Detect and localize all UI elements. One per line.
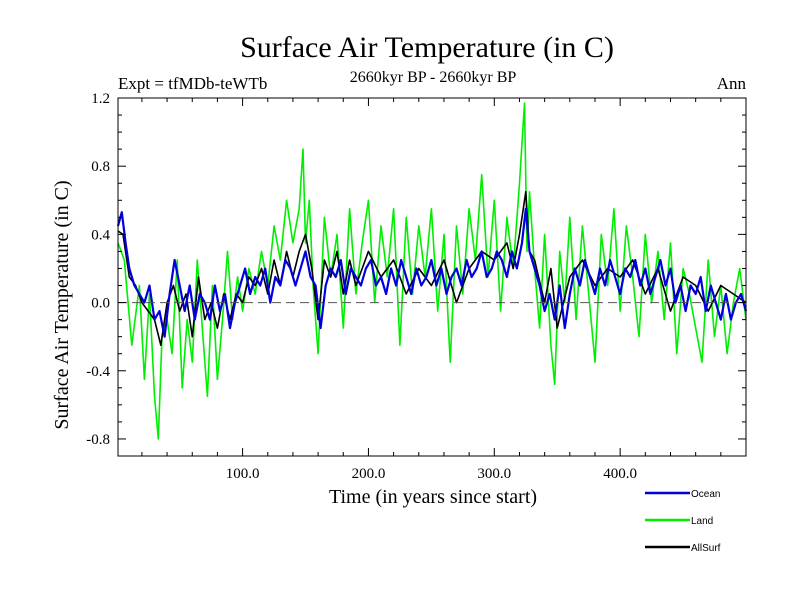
experiment-label: Expt = tfMDb-teWTb xyxy=(118,74,267,93)
x-tick-label: 400.0 xyxy=(603,466,637,482)
x-tick-label: 200.0 xyxy=(352,466,386,482)
period-label: 2660kyr BP - 2660kyr BP xyxy=(350,69,517,86)
x-tick-label: 300.0 xyxy=(477,466,511,482)
y-tick-label: 0.8 xyxy=(91,159,110,175)
axis-tick-labels: 100.0 200.0 300.0 400.0 -0.8 -0.4 0.0 0.4 0.8 1.2 xyxy=(86,91,637,482)
series-line-land xyxy=(117,102,747,440)
y-axis-label: Surface Air Temperature (in C) xyxy=(51,180,73,429)
y-tick-label: 0.0 xyxy=(91,296,110,312)
y-tick-label: 0.4 xyxy=(91,227,110,243)
y-tick-label: -0.4 xyxy=(86,364,110,380)
y-tick-label: -0.8 xyxy=(86,432,110,448)
legend-label-ocean: Ocean xyxy=(691,489,720,500)
plot-frame xyxy=(117,97,747,457)
axis-ticks xyxy=(118,97,746,457)
chart-title: Surface Air Temperature (in C) xyxy=(240,31,614,64)
legend-label-allsurf: AllSurf xyxy=(691,543,721,554)
x-axis-label: Time (in years since start) xyxy=(329,486,537,508)
x-tick-label: 100.0 xyxy=(226,466,260,482)
legend: Ocean Land AllSurf xyxy=(645,489,721,554)
series-line-ocean xyxy=(116,207,748,338)
y-tick-label: 1.2 xyxy=(91,91,110,107)
season-label: Ann xyxy=(717,74,747,93)
series-layer xyxy=(116,102,748,440)
legend-label-land: Land xyxy=(691,516,713,527)
